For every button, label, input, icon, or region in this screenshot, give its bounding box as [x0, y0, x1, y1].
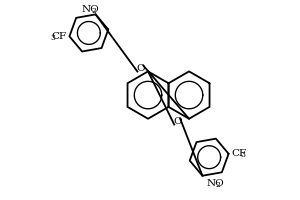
- Text: NO: NO: [206, 179, 224, 188]
- Text: CF: CF: [51, 32, 67, 41]
- Text: NO: NO: [82, 5, 100, 14]
- Text: O: O: [136, 64, 145, 73]
- Text: 3: 3: [240, 151, 245, 159]
- Text: CF: CF: [232, 149, 247, 158]
- Text: 2: 2: [216, 181, 220, 189]
- Text: 3: 3: [51, 34, 56, 42]
- Text: 2: 2: [91, 7, 96, 15]
- Text: O: O: [173, 117, 182, 126]
